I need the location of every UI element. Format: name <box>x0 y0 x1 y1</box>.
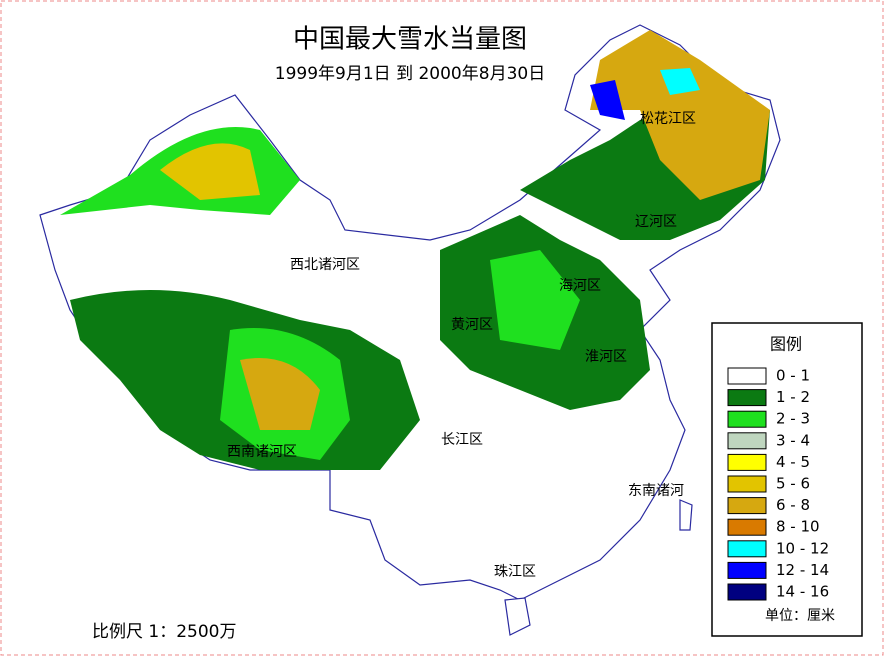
region-label: 长江区 <box>441 432 483 448</box>
map-subtitle: 1999年9月1日 到 2000年8月30日 <box>275 64 545 84</box>
legend-swatch <box>727 453 767 471</box>
region-label: 西南诸河区 <box>227 444 297 460</box>
region-label: 东南诸河 <box>628 483 684 499</box>
legend-label: 8 - 10 <box>776 518 820 536</box>
legend-swatch <box>727 432 767 450</box>
region-label: 淮河区 <box>585 349 627 365</box>
legend-label: 14 - 16 <box>776 583 829 601</box>
region-label: 珠江区 <box>494 564 536 580</box>
legend-label: 6 - 8 <box>776 496 810 514</box>
legend-swatch <box>727 475 767 493</box>
legend-label: 2 - 3 <box>776 410 810 428</box>
map-title: 中国最大雪水当量图 <box>293 25 527 55</box>
region-label: 海河区 <box>559 278 601 294</box>
region-label: 辽河区 <box>635 214 677 230</box>
legend-swatch <box>727 410 767 428</box>
legend-label: 1 - 2 <box>776 388 810 406</box>
legend-label: 12 - 14 <box>776 561 829 579</box>
legend-label: 5 - 6 <box>776 475 810 493</box>
legend-swatch <box>727 540 767 558</box>
legend-unit: 单位：厘米 <box>765 608 835 624</box>
legend: 图例 单位：厘米 0 - 1 1 - 2 2 - 3 3 - 4 4 - 5 5 - 6 6… <box>711 322 863 637</box>
legend-label: 4 - 5 <box>776 453 810 471</box>
legend-swatch <box>727 389 767 407</box>
legend-label: 3 - 4 <box>776 431 810 449</box>
region-label: 西北诸河区 <box>290 257 360 273</box>
legend-swatch <box>727 561 767 579</box>
scale-label: 比例尺 1：2500万 <box>92 622 236 642</box>
region-labels: 松花江区 辽河区 西北诸河区 海河区 黄河区 淮河区 长江区 西南诸河区 东南诸… <box>227 111 696 580</box>
legend-swatch <box>727 367 767 385</box>
legend-swatch <box>727 518 767 536</box>
region-label: 松花江区 <box>640 111 696 127</box>
legend-label: 0 - 1 <box>776 367 810 385</box>
legend-swatch <box>727 583 767 601</box>
legend-swatch <box>727 497 767 515</box>
region-label: 黄河区 <box>451 316 493 333</box>
map <box>39 24 781 636</box>
legend-label: 10 - 12 <box>776 539 829 557</box>
legend-title: 图例 <box>770 335 802 354</box>
